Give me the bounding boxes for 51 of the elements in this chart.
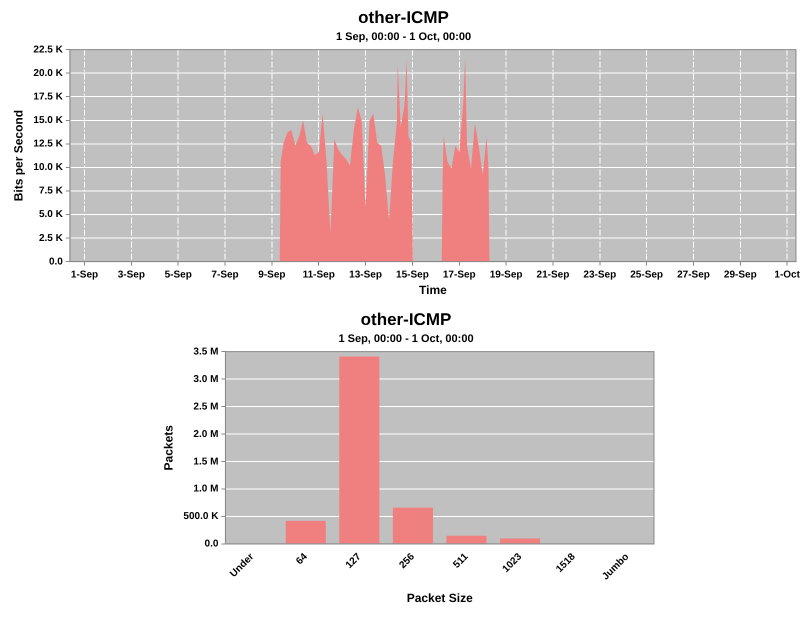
x-tick-label: 7-Sep bbox=[211, 269, 239, 280]
x-tick-label: 27-Sep bbox=[677, 269, 710, 280]
y-tick-label: 0.0 bbox=[48, 256, 64, 268]
bar bbox=[392, 508, 434, 544]
y-tick-label: 5.0 K bbox=[38, 209, 64, 220]
x-tick-label: 11-Sep bbox=[302, 269, 335, 280]
x-tick-label: 25-Sep bbox=[630, 269, 664, 280]
y-tick-label: 2.5 K bbox=[38, 232, 64, 244]
y-tick-label: 12.5 K bbox=[33, 138, 64, 150]
bar bbox=[446, 536, 487, 544]
bar bbox=[339, 356, 380, 544]
y-tick-label: 10.0 K bbox=[33, 162, 64, 174]
x-tick-label: 5-Sep bbox=[164, 269, 192, 280]
y-tick-label: 2.5 M bbox=[193, 401, 218, 412]
y-tick-label: 0.0 bbox=[204, 538, 219, 550]
y-tick-label: 1.5 M bbox=[193, 456, 218, 468]
bar bbox=[500, 538, 540, 544]
y-tick-label: 17.5 K bbox=[33, 91, 64, 102]
y-axis-title: Packets bbox=[162, 424, 176, 470]
y-tick-label: 22.5 K bbox=[33, 44, 64, 56]
x-tick-label: 1-Sep bbox=[70, 269, 98, 280]
x-tick-label: 17-Sep bbox=[442, 269, 476, 280]
x-axis-title: Time bbox=[419, 283, 448, 298]
y-tick-label: 20.0 K bbox=[33, 68, 64, 79]
chart-title: other-ICMP bbox=[360, 310, 452, 329]
y-tick-label: 500.0 K bbox=[183, 511, 220, 522]
y-tick-label: 3.5 M bbox=[193, 346, 218, 358]
y-axis-title: Bits per Second bbox=[12, 110, 26, 202]
x-tick-label: 21-Sep bbox=[536, 269, 570, 280]
x-axis-title: Packet Size bbox=[406, 591, 474, 606]
x-tick-label: 23-Sep bbox=[583, 269, 616, 280]
bar bbox=[286, 520, 326, 544]
x-tick-label: 3-Sep bbox=[118, 269, 145, 280]
x-tick-label: 9-Sep bbox=[258, 269, 286, 280]
x-tick-label: 29-Sep bbox=[724, 269, 757, 280]
x-tick-label: 13-Sep bbox=[349, 269, 382, 280]
y-tick-label: 2.0 M bbox=[193, 428, 218, 440]
x-tick-label: 256 bbox=[397, 551, 418, 572]
y-tick-label: 7.5 K bbox=[38, 186, 64, 197]
x-tick-label: 64 bbox=[294, 551, 310, 568]
chart-subtitle: 1 Sep, 00:00 - 1 Oct, 00:00 bbox=[338, 333, 474, 346]
y-tick-label: 15.0 K bbox=[33, 115, 64, 126]
x-tick-label: 1-Oct bbox=[774, 269, 801, 280]
x-tick-label: 511 bbox=[451, 551, 471, 571]
chart-subtitle: 1 Sep, 00:00 - 1 Oct, 00:00 bbox=[336, 31, 472, 44]
x-tick-label: 15-Sep bbox=[396, 269, 429, 280]
x-tick-label: 127 bbox=[344, 551, 364, 572]
y-tick-label: 3.0 M bbox=[193, 374, 218, 385]
y-tick-label: 1.0 M bbox=[193, 484, 218, 495]
chart-title: other-ICMP bbox=[358, 8, 449, 27]
x-tick-label: 19-Sep bbox=[490, 269, 522, 280]
